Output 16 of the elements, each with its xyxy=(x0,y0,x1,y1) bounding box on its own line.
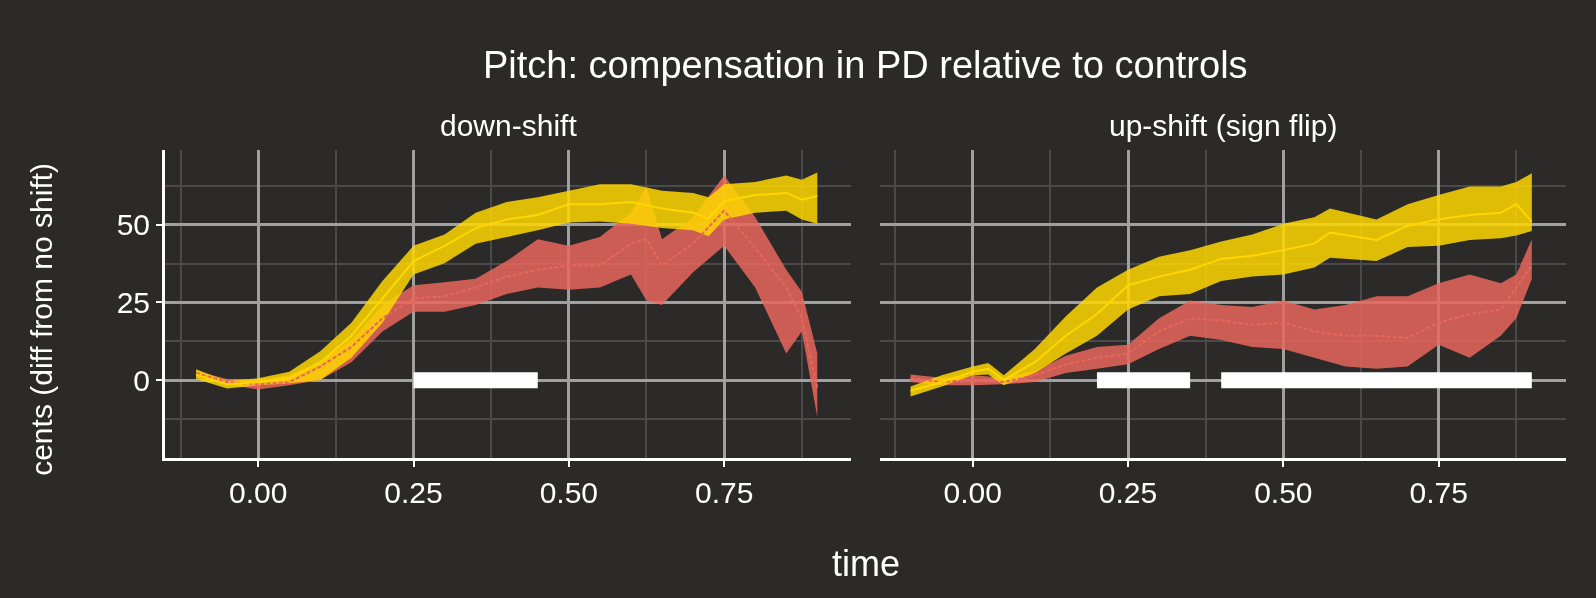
x-tick-label: 0.25 xyxy=(1098,476,1158,509)
x-tick-label: 0.75 xyxy=(694,476,754,509)
x-tick-label: 0.25 xyxy=(384,476,443,509)
y-tick-label: 25 xyxy=(116,285,150,319)
y-tick-label: 0 xyxy=(133,363,150,397)
chart-subtitle: up-shift (sign flip) xyxy=(1109,109,1338,142)
x-tick-label: 0.50 xyxy=(1254,476,1313,509)
chart-subtitle: down-shift xyxy=(440,109,578,142)
y-tick-label: 50 xyxy=(116,208,150,242)
x-axis-title: time xyxy=(832,543,901,584)
x-tick-label: 0.75 xyxy=(1409,476,1468,509)
x-tick-label: 0.00 xyxy=(228,476,288,509)
x-tick-label: 0.50 xyxy=(539,476,599,509)
chart-title: Pitch: compensation in PD relative to controls xyxy=(483,44,1248,86)
x-tick-label: 0.00 xyxy=(943,476,1002,509)
y-axis-title: cents (diff from no shift) xyxy=(25,162,59,476)
